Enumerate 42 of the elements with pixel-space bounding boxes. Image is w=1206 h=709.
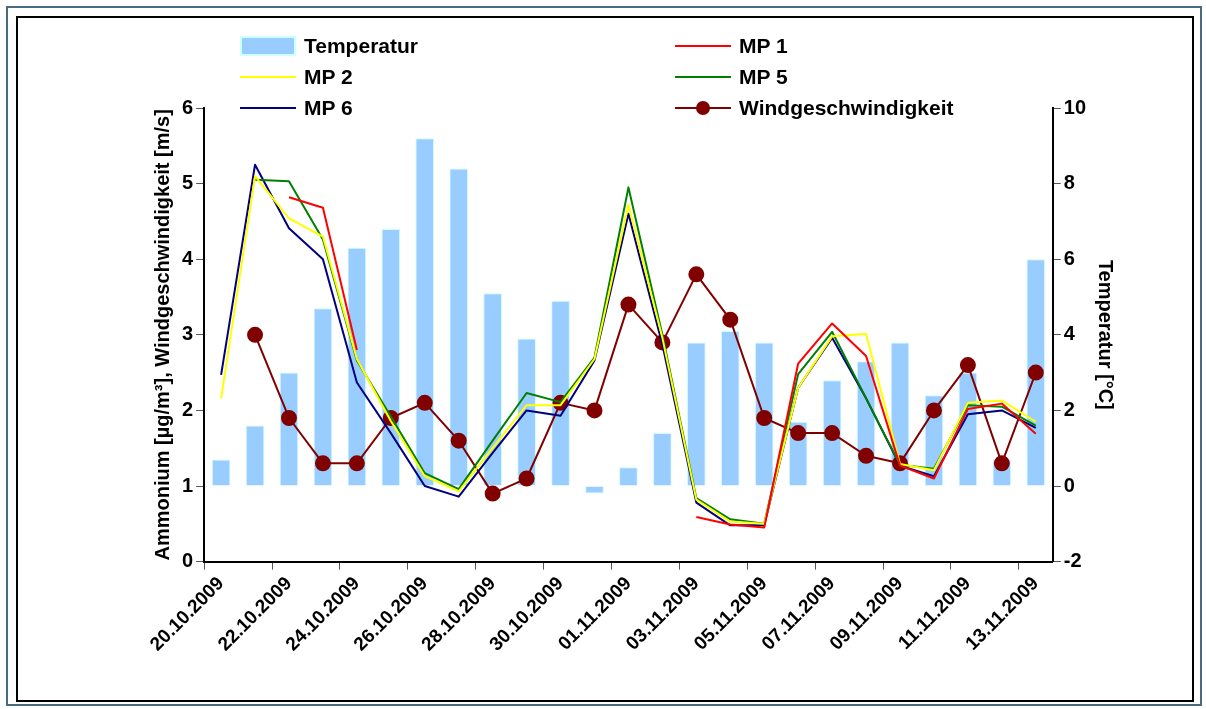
point xyxy=(484,485,501,502)
y2-tick-label: 2 xyxy=(1063,397,1075,420)
point xyxy=(620,296,637,313)
y2-tick-label: 10 xyxy=(1063,95,1086,118)
point xyxy=(416,394,433,411)
point xyxy=(348,455,365,472)
y-tick-label: 5 xyxy=(182,171,194,194)
y2-tick-label: 4 xyxy=(1063,322,1076,345)
legend-label: MP 1 xyxy=(739,33,788,58)
y2-axis-title: Temperatur [°C] xyxy=(1095,259,1118,410)
point xyxy=(688,266,705,283)
legend-label: Temperatur xyxy=(304,33,418,58)
point xyxy=(756,409,773,426)
point xyxy=(586,402,603,419)
legend-label: MP 2 xyxy=(304,64,353,89)
y2-tick-label: -2 xyxy=(1063,549,1082,572)
point xyxy=(450,432,467,449)
y2-tick-label: 6 xyxy=(1063,246,1075,269)
point xyxy=(959,357,976,374)
point xyxy=(824,425,841,442)
y-tick-label: 2 xyxy=(182,397,194,420)
point xyxy=(247,326,264,343)
y2-tick-label: 0 xyxy=(1063,473,1075,496)
legend-label: MP 6 xyxy=(304,95,353,120)
point xyxy=(925,402,942,419)
point xyxy=(1027,364,1044,381)
y-tick-label: 3 xyxy=(182,322,194,345)
legend-label: MP 5 xyxy=(739,64,788,89)
point xyxy=(518,470,535,487)
point xyxy=(858,447,875,464)
y-tick-label: 1 xyxy=(182,473,194,496)
y-tick-label: 0 xyxy=(182,549,194,572)
legend-label: Windgeschwindigkeit xyxy=(739,95,954,120)
y2-tick-label: 8 xyxy=(1063,171,1075,194)
y-tick-label: 6 xyxy=(182,95,194,118)
point xyxy=(790,425,807,442)
y-tick-label: 4 xyxy=(182,246,194,269)
point xyxy=(280,409,297,426)
y-axis-title: Ammonium [µg/m³], Windgeschwindigkeit [m/s] xyxy=(150,109,173,561)
point xyxy=(314,455,331,472)
point xyxy=(993,455,1010,472)
point xyxy=(722,311,739,328)
